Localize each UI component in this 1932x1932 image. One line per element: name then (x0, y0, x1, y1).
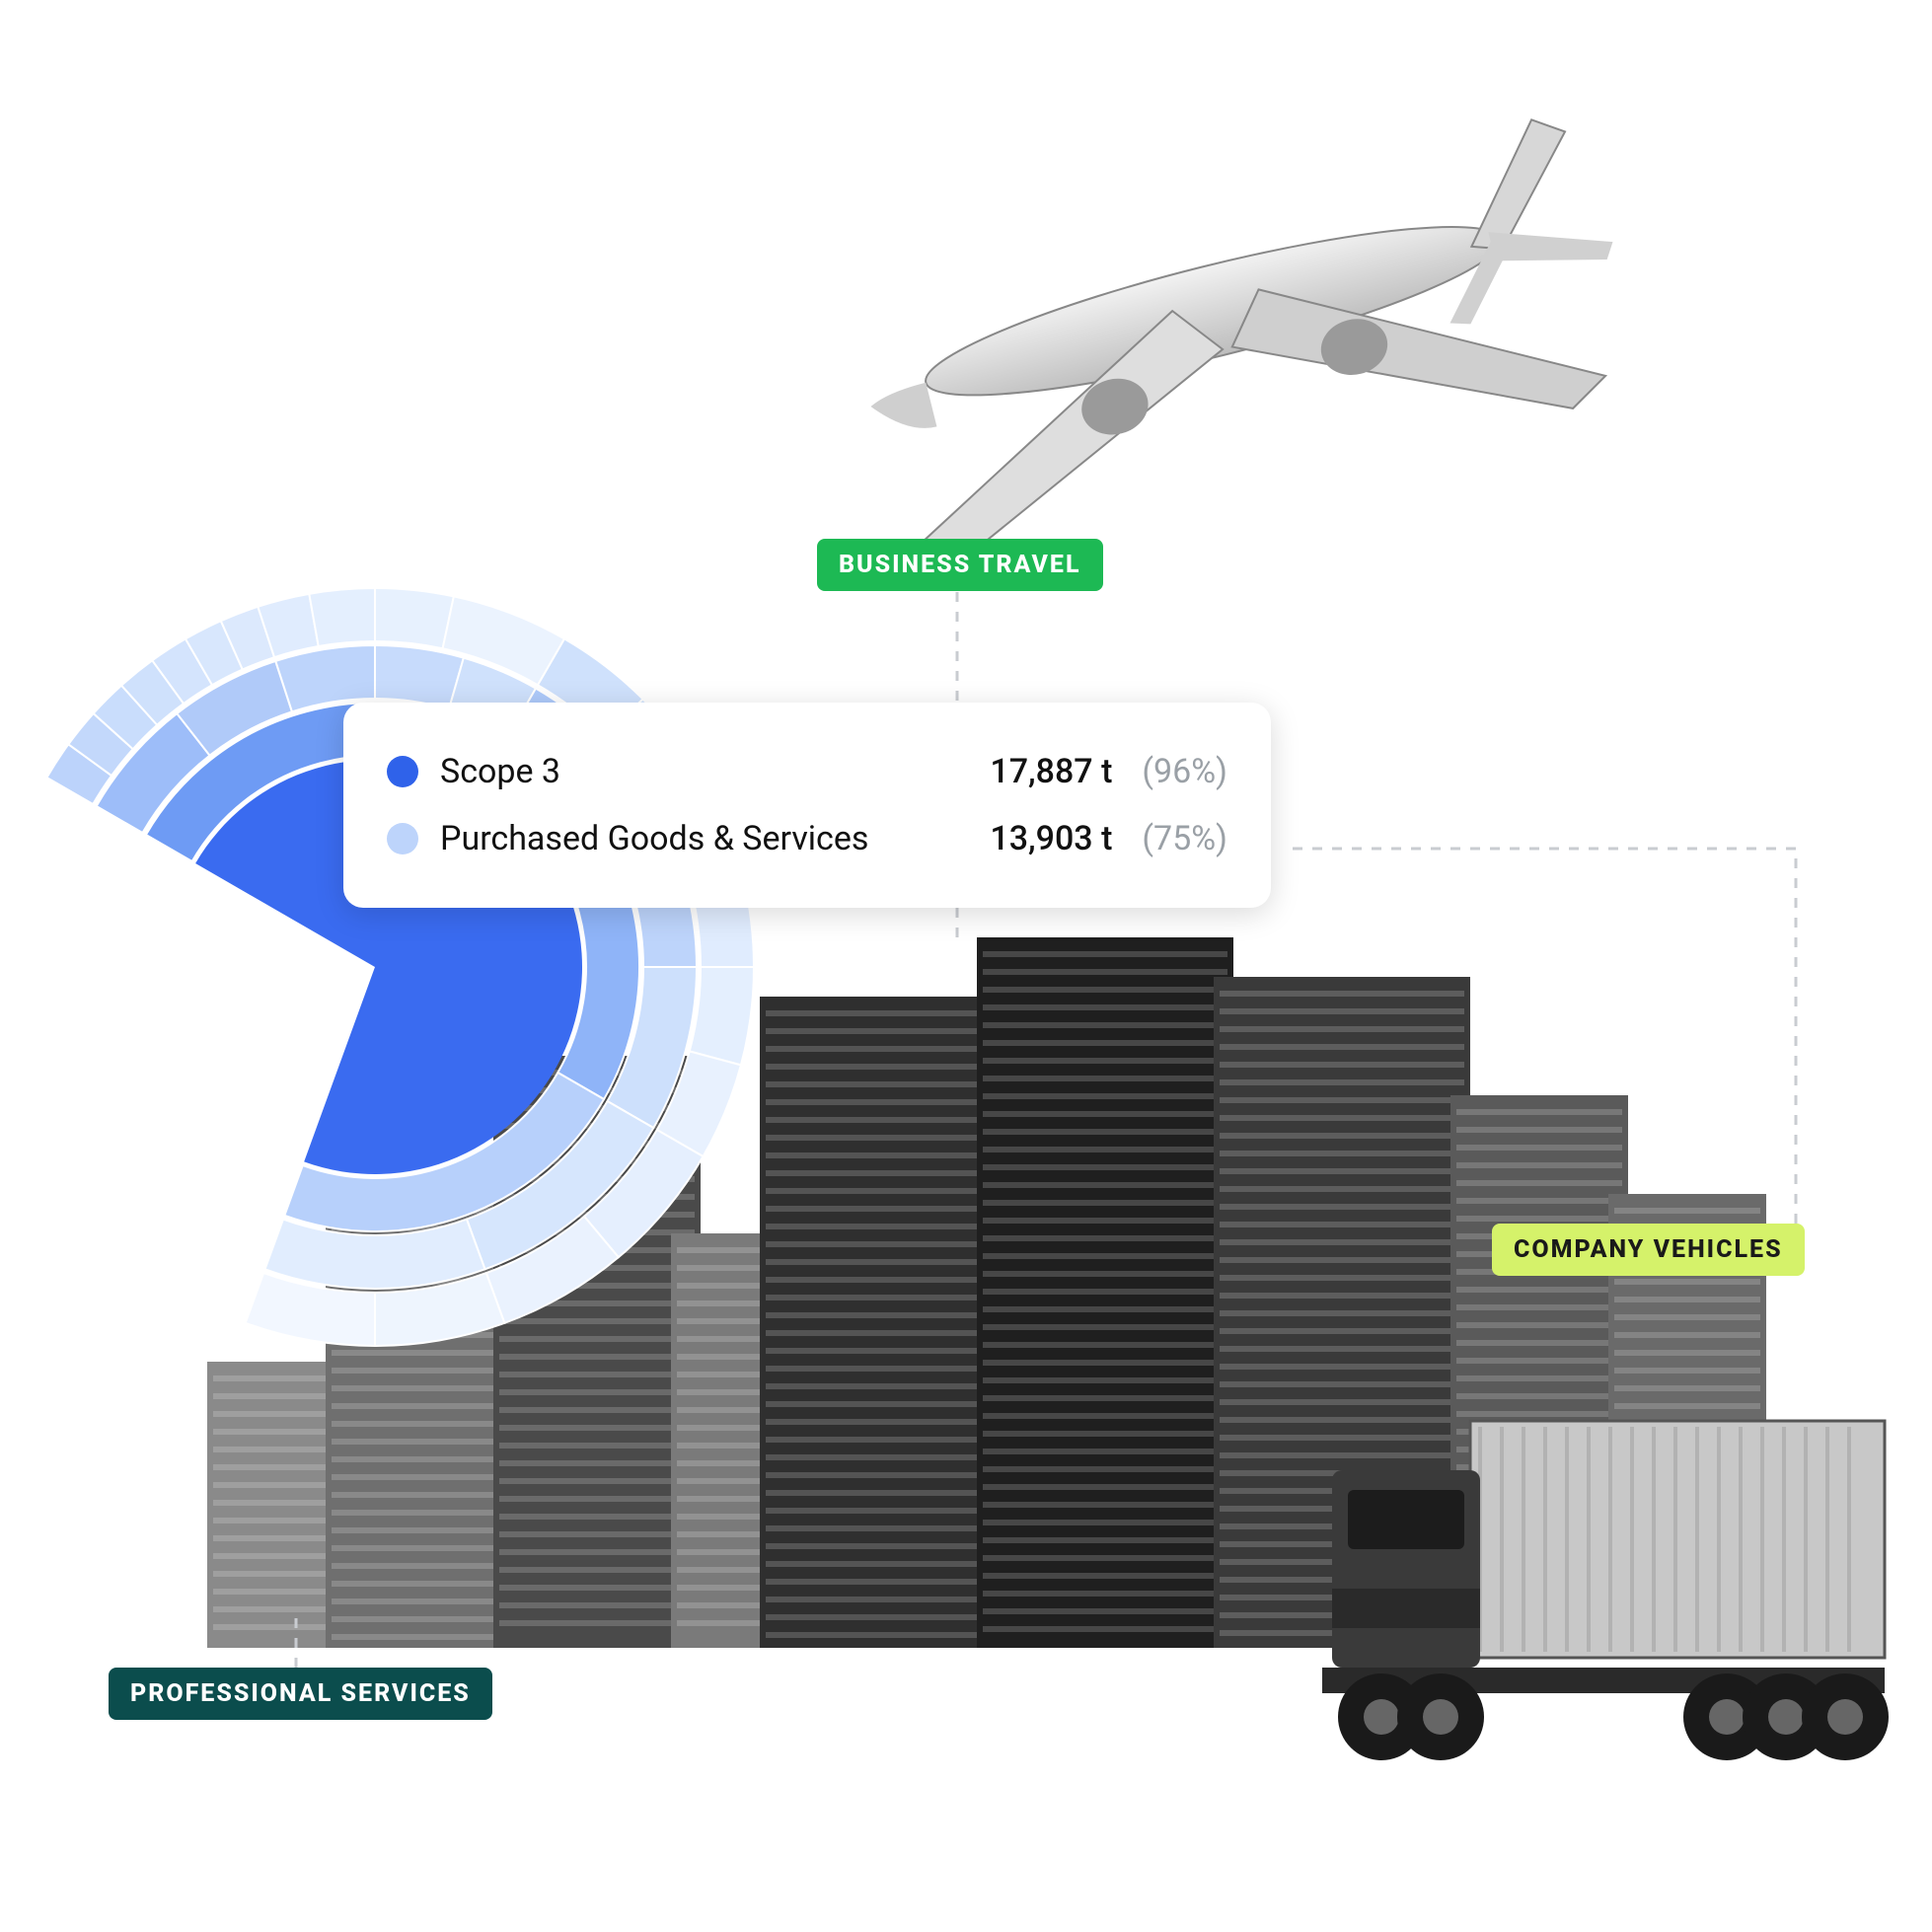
tag-business-travel: BUSINESS TRAVEL (817, 539, 1103, 591)
legend-swatch (387, 756, 418, 787)
airplane-icon (750, 59, 1638, 572)
sunburst-chart (0, 568, 774, 1366)
legend-row-scope3: Scope 3 17,887 t (96%) (387, 738, 1227, 805)
tag-company-vehicles: COMPANY VEHICLES (1492, 1224, 1805, 1276)
legend-value: 13,903 t (990, 819, 1112, 858)
legend-swatch (387, 823, 418, 855)
infographic-stage: Scope 3 17,887 t (96%) Purchased Goods &… (0, 0, 1932, 1932)
legend-row-pgs: Purchased Goods & Services 13,903 t (75%… (387, 805, 1227, 872)
legend-card: Scope 3 17,887 t (96%) Purchased Goods &… (343, 703, 1271, 908)
legend-percent: (96%) (1134, 752, 1227, 791)
tag-professional-services: PROFESSIONAL SERVICES (109, 1668, 492, 1720)
truck-icon (1263, 1342, 1895, 1816)
legend-percent: (75%) (1134, 819, 1227, 858)
legend-name: Scope 3 (440, 752, 560, 791)
legend-name: Purchased Goods & Services (440, 819, 868, 858)
legend-value: 17,887 t (990, 752, 1112, 791)
